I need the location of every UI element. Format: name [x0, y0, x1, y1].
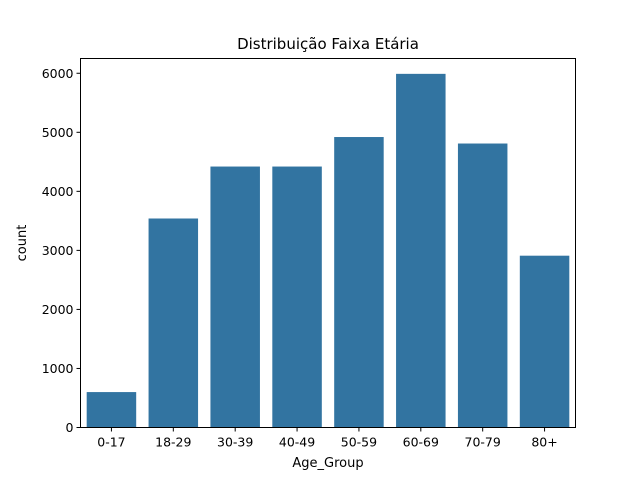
plot-frame: [80, 58, 576, 428]
y-axis-label: count: [15, 225, 30, 262]
y-tick-label: 6000: [42, 66, 74, 81]
bar-80+: [519, 255, 570, 428]
bar-0-17: [86, 392, 137, 428]
x-tick-label: 40-49: [279, 435, 315, 450]
bar-18-29: [148, 218, 199, 428]
bars-group: [86, 73, 570, 428]
y-tick-label: 3000: [42, 243, 74, 258]
chart-title: Distribuição Faixa Etária: [237, 35, 419, 53]
y-tick-label: 2000: [42, 302, 74, 317]
y-axis: 0 1000 2000 3000 4000 5000 6000: [42, 66, 81, 435]
x-axis: 0-17 18-29 30-39 40-49 50-59 60-69 70-79 80+: [97, 427, 558, 450]
x-tick-label: 50-59: [341, 435, 377, 450]
y-tick-label: 5000: [42, 125, 74, 140]
x-tick-label: 30-39: [217, 435, 253, 450]
y-tick-label: 0: [66, 420, 74, 435]
x-tick-label: 80+: [531, 435, 557, 450]
x-tick-label: 70-79: [465, 435, 501, 450]
y-tick-label: 1000: [42, 361, 74, 376]
bar-40-49: [272, 166, 322, 428]
bar-70-79: [457, 143, 508, 428]
x-tick-label: 0-17: [97, 435, 125, 450]
y-tick-label: 4000: [42, 184, 74, 199]
x-tick-label: 60-69: [403, 435, 439, 450]
bar-50-59: [334, 137, 384, 428]
bar-30-39: [210, 166, 260, 428]
x-tick-label: 18-29: [155, 435, 191, 450]
bar-60-69: [396, 73, 446, 428]
x-axis-label: Age_Group: [292, 456, 363, 471]
